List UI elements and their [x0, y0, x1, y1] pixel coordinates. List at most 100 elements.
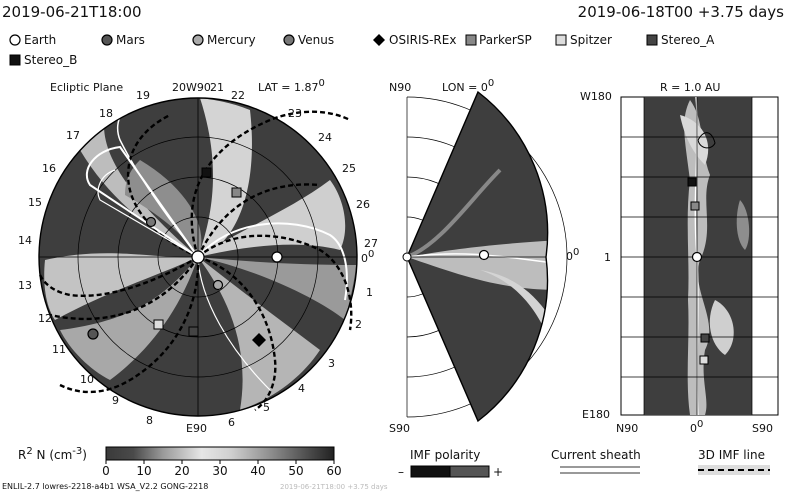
- radial-earth-marker: [691, 251, 703, 263]
- radial-x-right-label: S90: [752, 422, 773, 435]
- legend-item-osiris-rex: OSIRIS-REx: [373, 33, 456, 47]
- stereo-a-marker-icon: [646, 34, 658, 46]
- clock-label-15: 15: [28, 196, 42, 209]
- legend-label-mercury: Mercury: [207, 33, 256, 47]
- legend-item-mercury: Mercury: [192, 33, 256, 47]
- imf-polarity-minus: –: [398, 465, 404, 479]
- clock-label-2: 2: [355, 318, 362, 331]
- clock-label-25: 25: [342, 162, 356, 175]
- radial-x-left-label: N90: [616, 422, 638, 435]
- clock-label-3: 3: [328, 357, 335, 370]
- clock-label-22: 22: [231, 89, 245, 102]
- ecliptic-title: Ecliptic Plane: [50, 81, 123, 94]
- colorbar-tick-label: 60: [326, 464, 341, 478]
- ecliptic-panel: Ecliptic Plane 20W90 21 LAT = 1.870: [18, 78, 378, 435]
- colorbar-ticks: 0 10 20 30 40 50 60: [102, 460, 342, 478]
- legend-item-stereo-b: Stereo_B: [9, 53, 77, 67]
- radial-title: R = 1.0 AU: [660, 81, 720, 94]
- osiris-rex-marker-icon: [373, 34, 385, 46]
- density-colorbar: R2 N (cm-3) 0 10 20 30 40 50 60: [18, 446, 342, 478]
- object-legend: Earth Mars Mercury Venus OSIRIS-REx Park…: [9, 33, 715, 67]
- radial-x-mid-label: 00: [690, 419, 703, 435]
- current-sheath-legend: Current sheath: [551, 448, 641, 475]
- imf-polarity-legend: IMF polarity – +: [398, 448, 503, 479]
- mercury-marker: [212, 279, 224, 291]
- legend-label-osiris-rex: OSIRIS-REx: [389, 33, 456, 47]
- legend-label-stereo-b: Stereo_B: [24, 53, 77, 67]
- stereo-a-marker: [188, 326, 199, 337]
- legend-label-stereo-a: Stereo_A: [661, 33, 715, 47]
- clock-label-13: 13: [18, 279, 32, 292]
- clock-label-9: 9: [112, 394, 119, 407]
- meridional-earth-marker: [478, 249, 490, 261]
- earth-marker-icon: [9, 34, 21, 46]
- imf-negative-swatch: [410, 465, 451, 478]
- colorbar-tick-label: 0: [102, 464, 110, 478]
- colorbar-ramp: [105, 446, 335, 461]
- ecliptic-bottom-label: E90: [186, 422, 207, 435]
- meridional-n-label: N90: [389, 81, 411, 94]
- clock-label-23: 23: [288, 107, 302, 120]
- radial-stereo-a-marker: [700, 333, 710, 343]
- sun-marker-icon: [191, 250, 205, 264]
- radial-e-label: E180: [582, 408, 610, 421]
- legend-label-spitzer: Spitzer: [570, 33, 612, 47]
- legend-item-parkersp: ParkerSP: [465, 33, 532, 47]
- radial-stereo-b-marker: [687, 177, 697, 187]
- meridional-s-label: S90: [389, 422, 410, 435]
- legend-label-parkersp: ParkerSP: [479, 33, 532, 47]
- colorbar-tick-label: 50: [288, 464, 303, 478]
- clock-label-24: 24: [318, 131, 332, 144]
- parkersp-marker-icon: [465, 34, 477, 46]
- radial-panel: R = 1.0 AU W180 1 E180: [580, 81, 779, 435]
- clock-label-8: 8: [146, 414, 153, 427]
- run-info-text: ENLIL-2.7 lowres-2218-a4b1 WSA_V2.2 GONG…: [2, 482, 208, 491]
- ecliptic-lat-label: LAT = 1.870: [258, 78, 325, 94]
- spitzer-marker: [153, 319, 164, 330]
- venus-marker: [145, 216, 157, 228]
- osiris-rex-marker: [252, 333, 266, 347]
- meridional-zero-label: 00: [566, 247, 579, 263]
- cme-cone-outline: [85, 145, 199, 258]
- ecliptic-top-label: 20W90: [172, 81, 211, 94]
- imf-line-label: 3D IMF line: [698, 448, 765, 462]
- meridional-lon-label: LON = 00: [442, 78, 494, 94]
- mercury-marker-icon: [192, 34, 204, 46]
- clock-label-14: 14: [18, 234, 32, 247]
- ecliptic-top-label-extra: 21: [210, 81, 224, 94]
- radial-one-label: 1: [604, 251, 611, 264]
- colorbar-tick-label: 30: [212, 464, 227, 478]
- imf-polarity-label: IMF polarity: [410, 448, 480, 462]
- imf-positive-swatch: [449, 465, 490, 478]
- left-timestamp: 2019-06-21T18:00: [2, 3, 142, 21]
- radial-spitzer-marker: [699, 355, 709, 365]
- clock-label-18: 18: [99, 107, 113, 120]
- clock-label-16: 16: [42, 162, 56, 175]
- clock-label-26: 26: [356, 198, 370, 211]
- clock-label-6: 6: [228, 416, 235, 429]
- meridional-panel: N90 LON = 00 00 S90: [389, 78, 579, 435]
- stereo-b-marker-icon: [9, 54, 21, 66]
- imf-line-legend: 3D IMF line: [698, 448, 770, 475]
- stereo-b-marker: [201, 167, 212, 178]
- radial-w-label: W180: [580, 90, 612, 103]
- legend-item-venus: Venus: [283, 33, 334, 47]
- legend-label-mars: Mars: [116, 33, 145, 47]
- current-sheath-label: Current sheath: [551, 448, 641, 462]
- clock-label-11: 11: [52, 343, 66, 356]
- clock-label-10: 10: [80, 373, 94, 386]
- clock-label-5: 5: [263, 401, 270, 414]
- ecliptic-zero-label: 00: [361, 249, 374, 265]
- mars-marker-icon: [101, 34, 113, 46]
- clock-label-27: 27: [364, 237, 378, 250]
- mars-marker: [87, 328, 99, 340]
- earth-marker: [271, 251, 283, 263]
- radial-parkersp-marker: [690, 201, 700, 211]
- colorbar-tick-label: 40: [250, 464, 265, 478]
- venus-marker-icon: [283, 34, 295, 46]
- clock-label-4: 4: [298, 382, 305, 395]
- colorbar-tick-label: 20: [174, 464, 189, 478]
- clock-label-19: 19: [136, 89, 150, 102]
